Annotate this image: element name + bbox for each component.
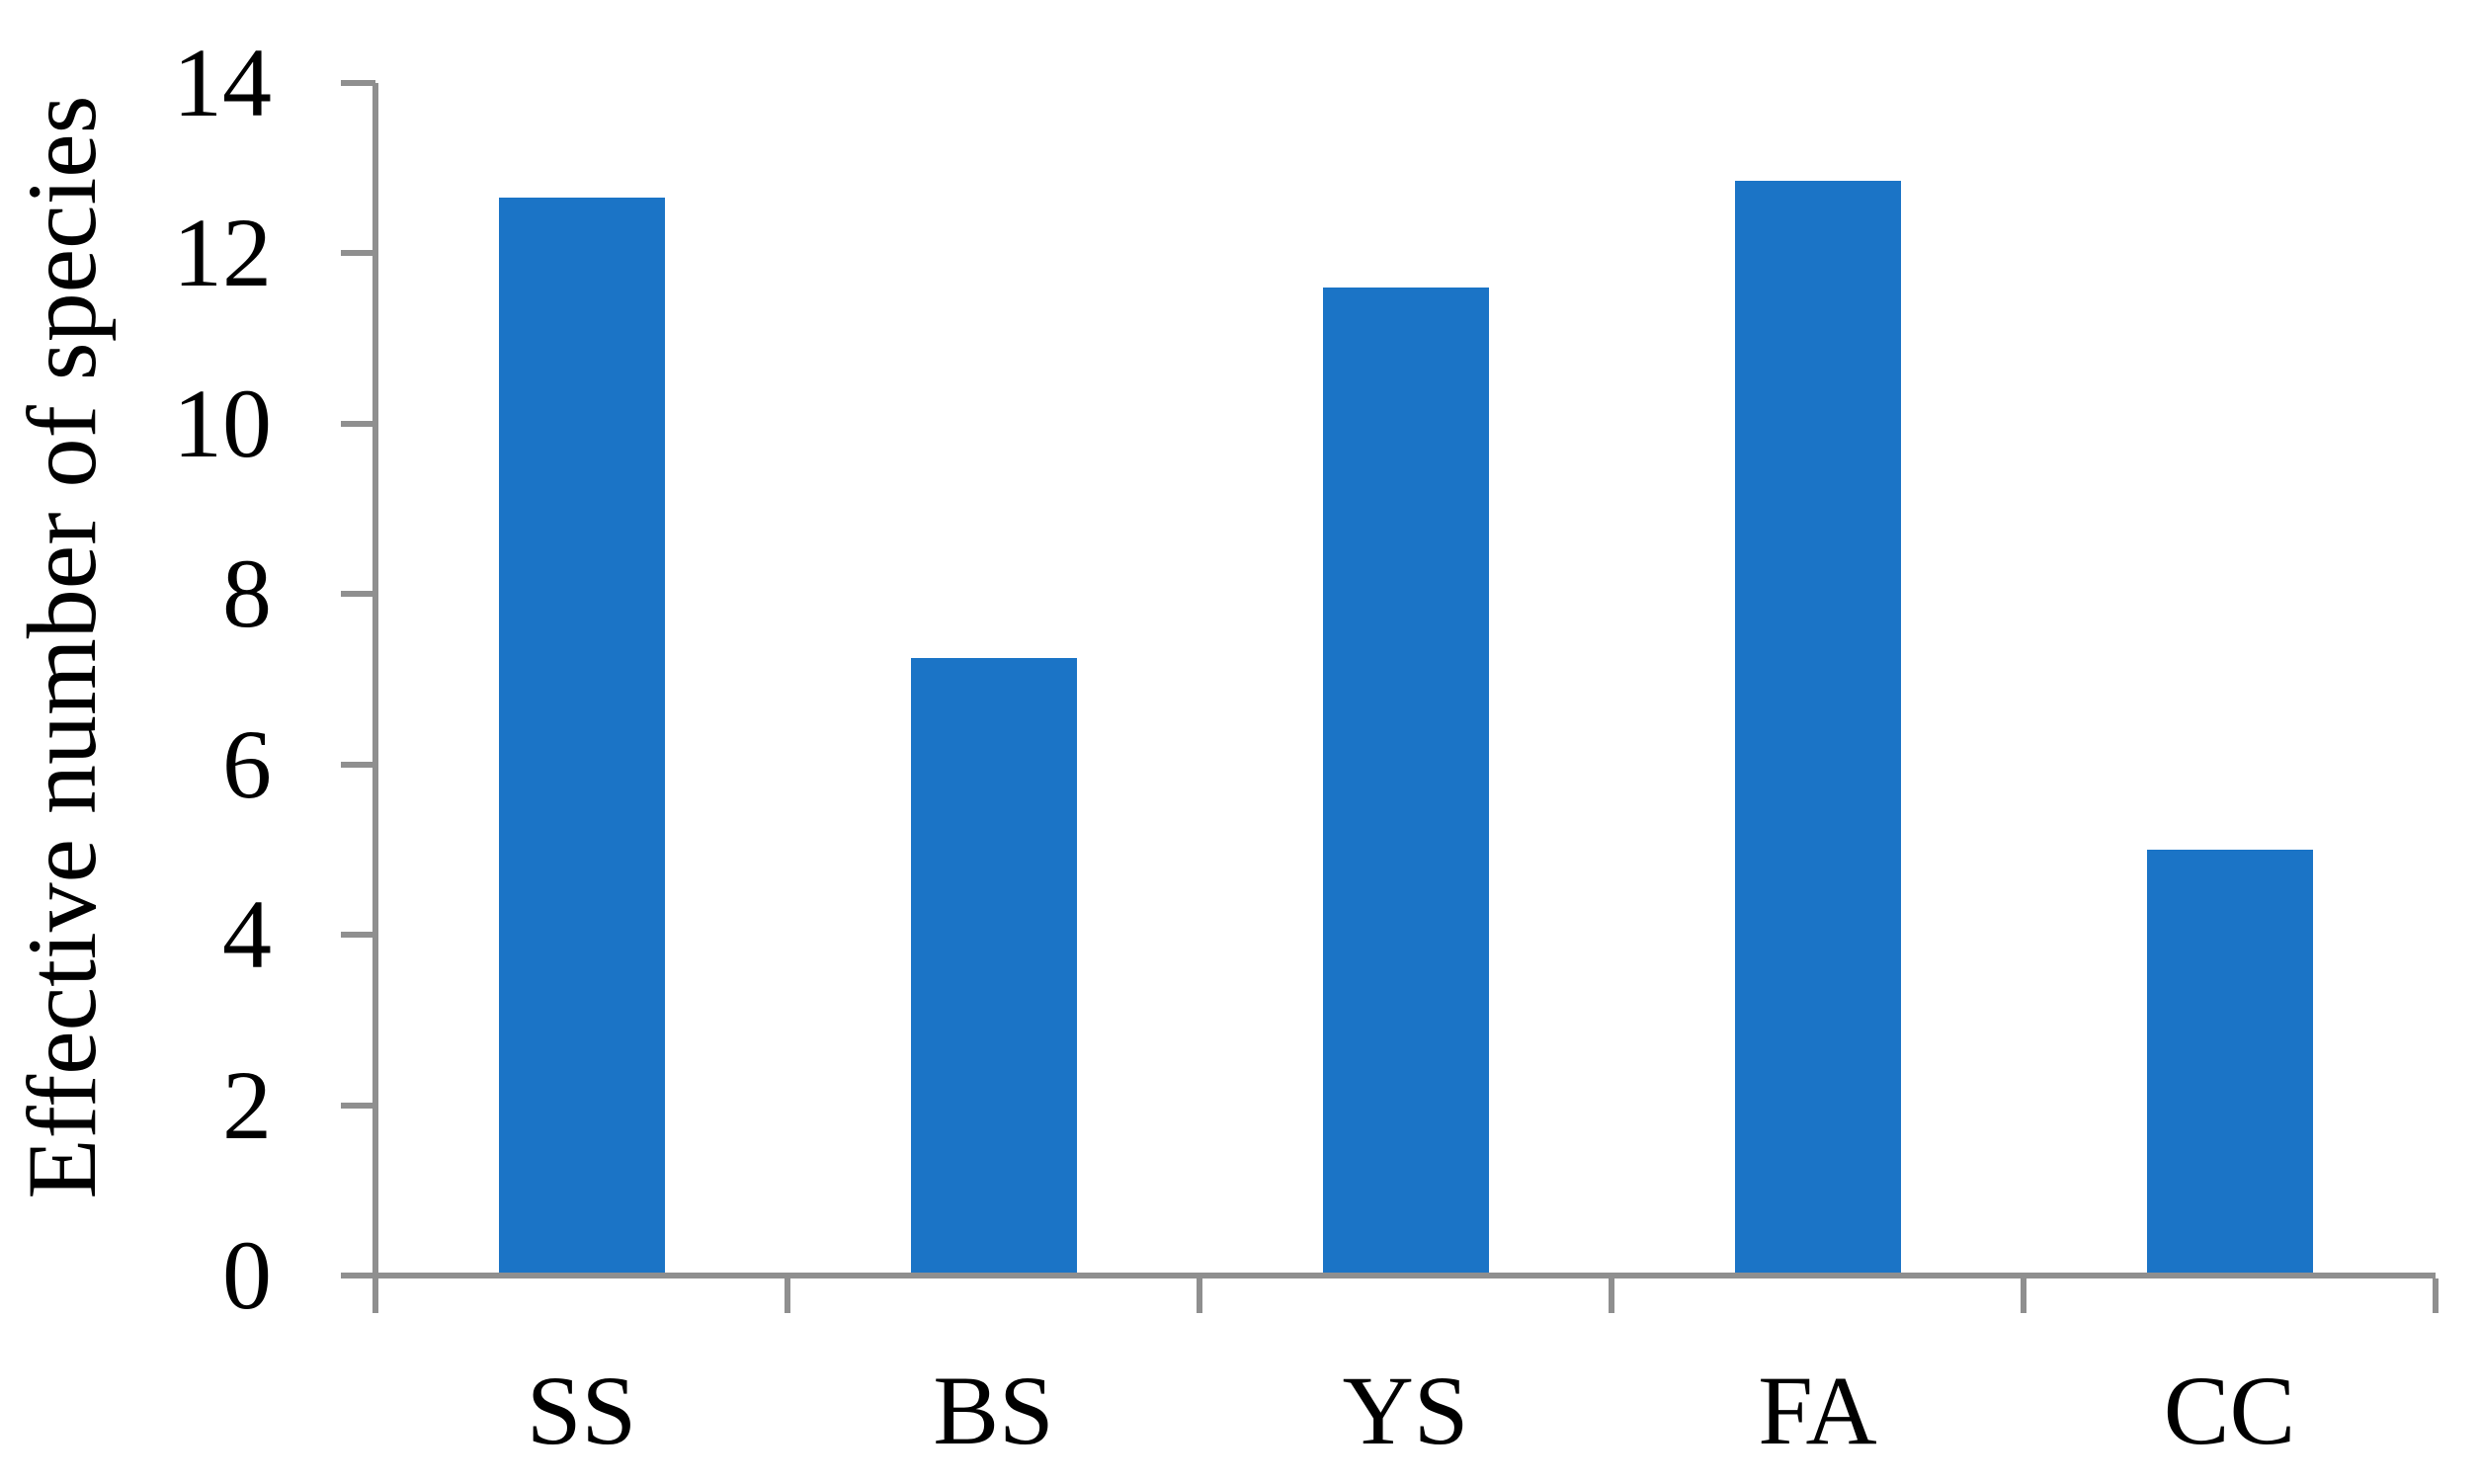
bar-BS [910, 657, 1077, 1273]
x-axis-line [341, 1273, 2436, 1278]
y-tick-label: 14 [173, 28, 272, 137]
bar-FA [1734, 181, 1901, 1273]
y-tick-label: 0 [222, 1220, 272, 1330]
y-tick-label: 8 [222, 538, 272, 649]
y-tick-mark [341, 80, 375, 86]
y-tick-label: 6 [222, 708, 272, 819]
y-tick-mark [341, 250, 375, 257]
bar-SS [498, 198, 665, 1273]
x-category-label-YS: YS [1342, 1356, 1469, 1465]
bar-YS [1322, 287, 1489, 1273]
x-category-label-SS: SS [526, 1356, 637, 1465]
x-category-label-CC: CC [2163, 1356, 2296, 1465]
y-tick-mark [341, 591, 375, 598]
y-tick-mark [341, 932, 375, 939]
x-tick-mark [2021, 1278, 2026, 1313]
y-tick-mark [341, 1102, 375, 1109]
y-tick-label: 10 [173, 368, 272, 478]
x-tick-mark [2433, 1278, 2439, 1313]
y-tick-label: 2 [222, 1049, 272, 1160]
x-tick-mark [1197, 1278, 1202, 1313]
x-tick-mark [785, 1278, 790, 1313]
y-tick-mark [341, 420, 375, 427]
x-category-label-FA: FA [1758, 1356, 1877, 1465]
y-tick-mark [341, 761, 375, 768]
x-category-label-BS: BS [933, 1356, 1054, 1465]
y-axis-line [372, 83, 378, 1313]
x-tick-mark [1609, 1278, 1614, 1313]
y-tick-label: 12 [173, 198, 272, 308]
bar-CC [2146, 849, 2313, 1273]
y-tick-label: 4 [222, 879, 272, 990]
